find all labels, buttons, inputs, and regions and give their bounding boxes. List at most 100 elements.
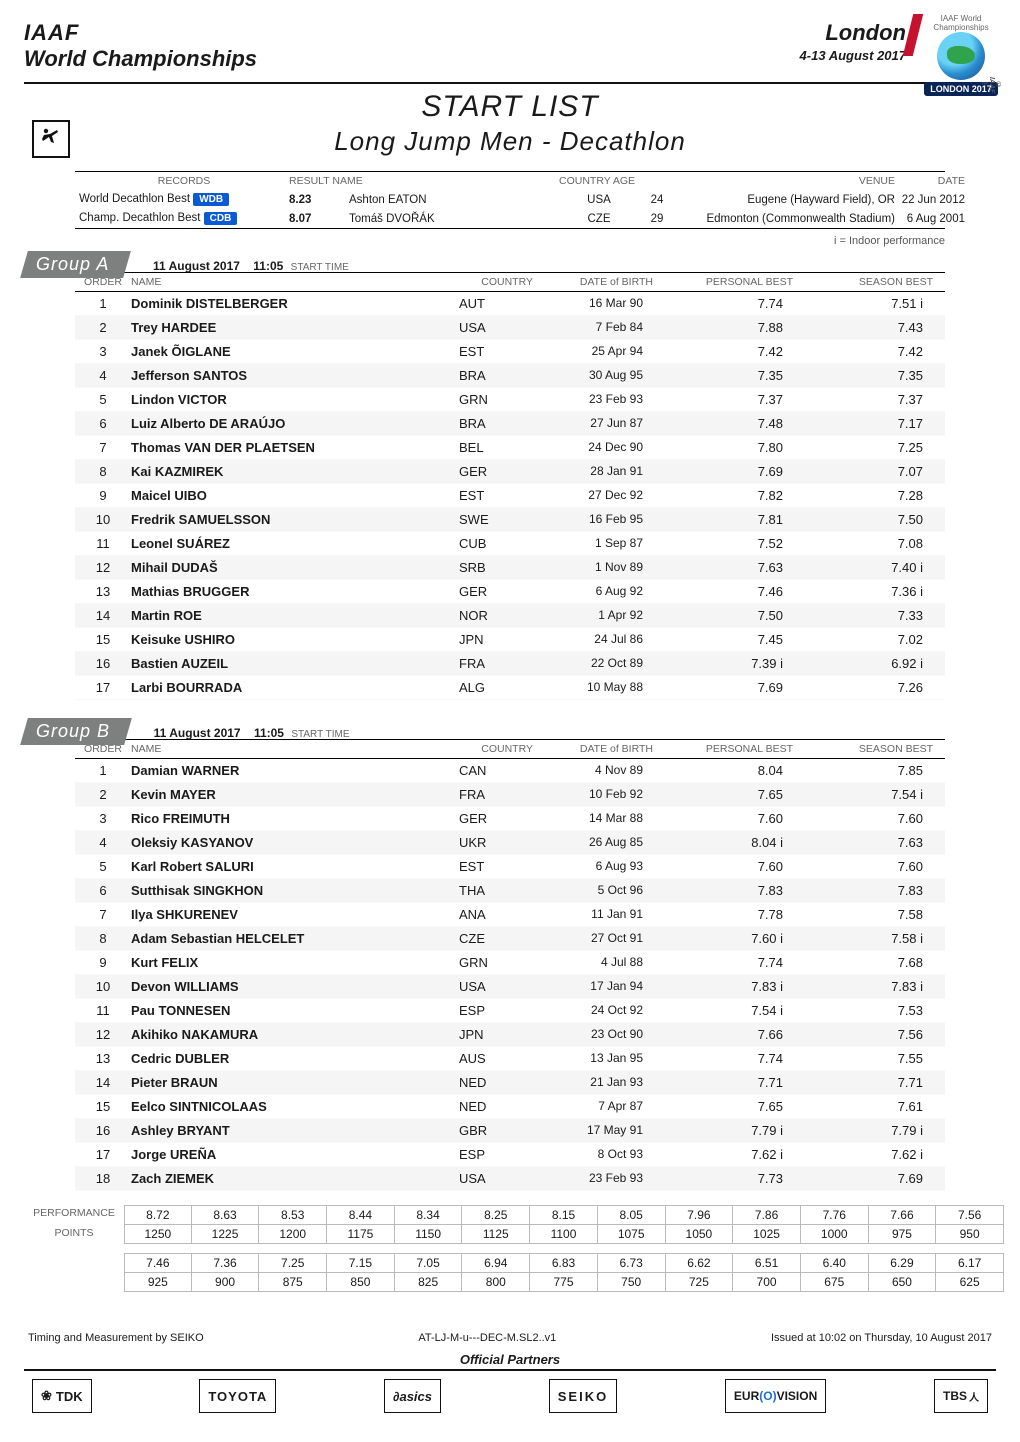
sponsor-asics: asics: [384, 1379, 441, 1413]
athlete-sb: 7.33: [801, 608, 941, 623]
athlete-row: 1Dominik DISTELBERGERAUT16 Mar 907.747.5…: [75, 292, 945, 316]
perf-cell: 7.76: [801, 1205, 869, 1225]
athlete-country: FRA: [451, 656, 541, 671]
athlete-order: 2: [75, 320, 131, 335]
record-age: 24: [639, 194, 675, 206]
athlete-sb: 7.42: [801, 344, 941, 359]
athlete-name: Bastien AUZEIL: [131, 656, 451, 671]
perf-cell: 1000: [801, 1225, 869, 1244]
athlete-order: 5: [75, 859, 131, 874]
athlete-country: ALG: [451, 680, 541, 695]
perf-cell: 6.83: [530, 1253, 598, 1273]
athlete-sb: 7.35: [801, 368, 941, 383]
athlete-order: 13: [75, 584, 131, 599]
records-table: RECORDS RESULT NAME COUNTRY AGE VENUE DA…: [75, 171, 945, 229]
col-pb: PERSONAL BEST: [661, 743, 801, 755]
athlete-row: 10Fredrik SAMUELSSONSWE16 Feb 957.817.50: [75, 508, 945, 532]
athlete-row: 15Eelco SINTNICOLAASNED7 Apr 877.657.61: [75, 1095, 945, 1119]
athlete-country: JPN: [451, 632, 541, 647]
athlete-country: USA: [451, 320, 541, 335]
athlete-name: Akihiko NAKAMURA: [131, 1027, 451, 1042]
athlete-order: 16: [75, 656, 131, 671]
perf-cell: 8.05: [598, 1205, 666, 1225]
athlete-dob: 11 Jan 91: [541, 907, 661, 922]
perf-cell: 1200: [259, 1225, 327, 1244]
perf-cell: 675: [801, 1273, 869, 1292]
perf-cell: 1075: [598, 1225, 666, 1244]
athlete-pb: 7.54 i: [661, 1003, 801, 1018]
athlete-country: AUT: [451, 296, 541, 311]
athlete-name: Kevin MAYER: [131, 787, 451, 802]
athlete-row: 12Mihail DUDAŠSRB1 Nov 897.637.40 i: [75, 556, 945, 580]
athlete-dob: 7 Apr 87: [541, 1099, 661, 1114]
athlete-country: JPN: [451, 1027, 541, 1042]
col-sb: SEASON BEST: [801, 276, 941, 288]
athlete-name: Larbi BOURRADA: [131, 680, 451, 695]
athlete-pb: 7.60 i: [661, 931, 801, 946]
athlete-dob: 13 Jan 95: [541, 1051, 661, 1066]
athlete-pb: 7.42: [661, 344, 801, 359]
athlete-row: 6Sutthisak SINGKHONTHA5 Oct 967.837.83: [75, 879, 945, 903]
perf-cell: 6.94: [462, 1253, 530, 1273]
group-b-tab: Group B: [20, 718, 132, 745]
athlete-order: 9: [75, 955, 131, 970]
record-country: USA: [559, 194, 639, 206]
perf-cell: 850: [327, 1273, 395, 1292]
perf-cell: 8.63: [192, 1205, 260, 1225]
host-city: London: [800, 20, 906, 46]
athlete-order: 3: [75, 344, 131, 359]
athlete-country: FRA: [451, 787, 541, 802]
athlete-country: ANA: [451, 907, 541, 922]
records-col-date: DATE: [895, 175, 965, 187]
athlete-name: Devon WILLIAMS: [131, 979, 451, 994]
perf-cell: 625: [936, 1273, 1004, 1292]
athlete-pb: 7.78: [661, 907, 801, 922]
perf-cell: 1175: [327, 1225, 395, 1244]
athlete-order: 10: [75, 979, 131, 994]
athlete-sb: 7.56: [801, 1027, 941, 1042]
record-venue: Eugene (Hayward Field), OR: [675, 194, 895, 206]
record-badge: CDB: [204, 212, 238, 225]
athlete-order: 15: [75, 632, 131, 647]
athlete-order: 5: [75, 392, 131, 407]
sponsor-tdk: TDK: [32, 1379, 92, 1413]
athlete-sb: 7.54 i: [801, 787, 941, 802]
athlete-dob: 8 Oct 93: [541, 1147, 661, 1162]
perf-cell: 975: [869, 1225, 937, 1244]
athlete-row: 9Kurt FELIXGRN4 Jul 887.747.68: [75, 951, 945, 975]
athlete-country: NED: [451, 1099, 541, 1114]
athlete-sb: 7.37: [801, 392, 941, 407]
athlete-country: SWE: [451, 512, 541, 527]
perf-cell: 8.53: [259, 1205, 327, 1225]
athlete-sb: 7.53: [801, 1003, 941, 1018]
athlete-pb: 7.65: [661, 787, 801, 802]
athlete-dob: 24 Dec 90: [541, 440, 661, 455]
performance-points-table: PERFORMANCE8.728.638.538.448.348.258.158…: [24, 1205, 1004, 1292]
athlete-order: 14: [75, 1075, 131, 1090]
athlete-row: 9Maicel UIBOEST27 Dec 927.827.28: [75, 484, 945, 508]
points-label: POINTS: [24, 1225, 124, 1244]
athlete-name: Rico FREIMUTH: [131, 811, 451, 826]
athlete-dob: 21 Jan 93: [541, 1075, 661, 1090]
athlete-country: SRB: [451, 560, 541, 575]
athlete-name: Zach ZIEMEK: [131, 1171, 451, 1186]
athlete-pb: 7.45: [661, 632, 801, 647]
athlete-dob: 23 Feb 93: [541, 1171, 661, 1186]
athlete-dob: 26 Aug 85: [541, 835, 661, 850]
record-name: Tomáš DVOŘÁK: [349, 213, 559, 225]
perf-cell: 7.46: [124, 1253, 192, 1273]
athlete-pb: 7.66: [661, 1027, 801, 1042]
col-pb: PERSONAL BEST: [661, 276, 801, 288]
athlete-pb: 7.63: [661, 560, 801, 575]
athlete-row: 13Mathias BRUGGERGER6 Aug 927.467.36 i: [75, 580, 945, 604]
athlete-dob: 4 Jul 88: [541, 955, 661, 970]
athlete-row: 3Janek ÕIGLANEEST25 Apr 947.427.42: [75, 340, 945, 364]
athlete-dob: 14 Mar 88: [541, 811, 661, 826]
athlete-country: THA: [451, 883, 541, 898]
athlete-name: Adam Sebastian HELCELET: [131, 931, 451, 946]
perf-cell: 1225: [192, 1225, 260, 1244]
athlete-name: Ashley BRYANT: [131, 1123, 451, 1138]
perf-cell: 7.15: [327, 1253, 395, 1273]
perf-cell: 900: [192, 1273, 260, 1292]
group-a-column-headers: ORDER NAME COUNTRY DATE of BIRTH PERSONA…: [75, 272, 945, 292]
